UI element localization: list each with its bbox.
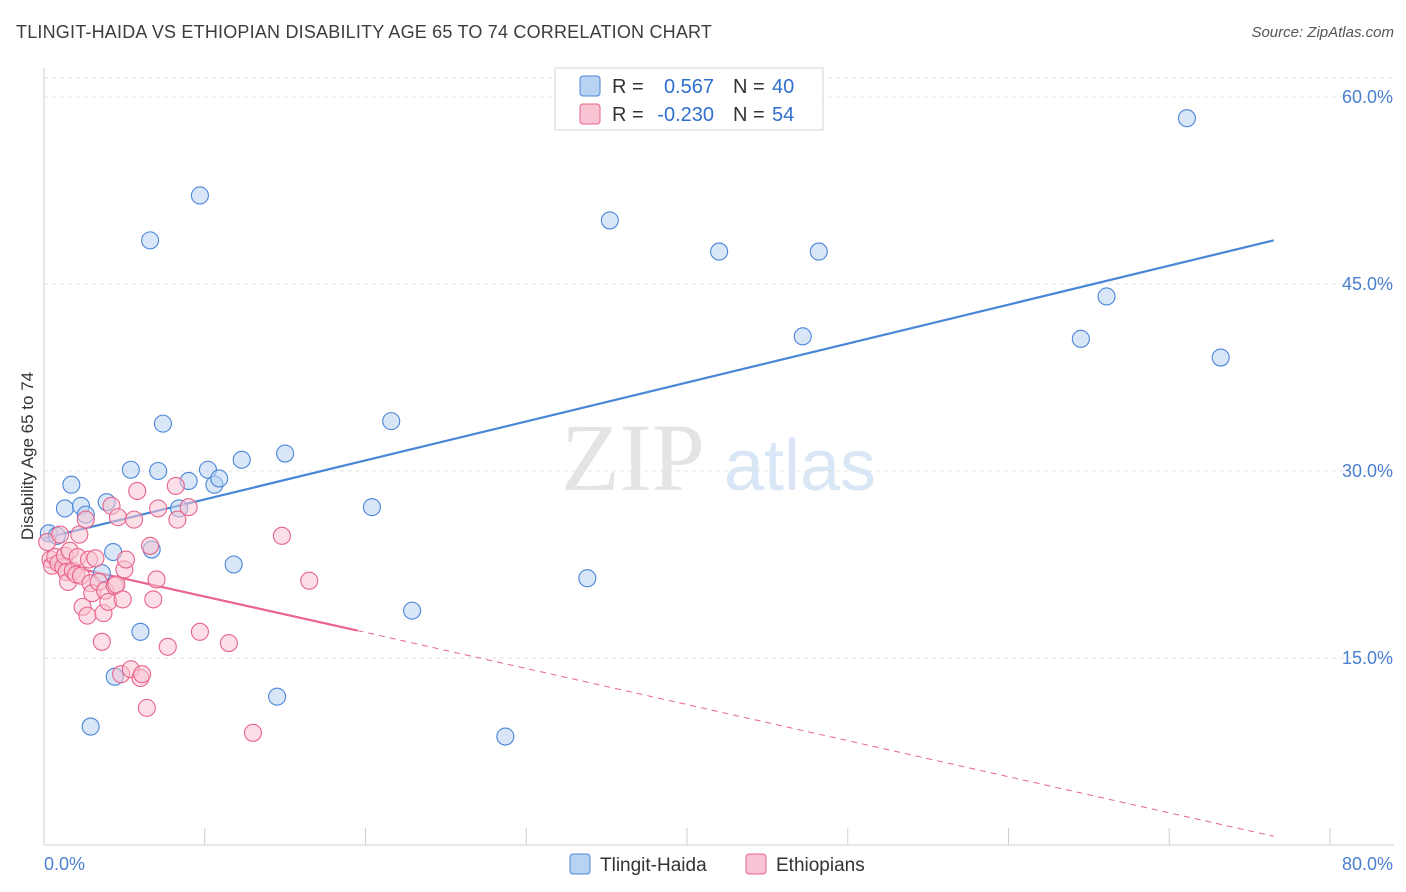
y-tick-label-60: 60.0% [1342, 87, 1393, 107]
source-credit: Source: ZipAtlas.com [1251, 24, 1394, 41]
data-point-s0-24 [268, 687, 287, 706]
data-point-s1-51 [219, 633, 238, 653]
y-tick-label-15: 15.0% [1342, 648, 1393, 668]
data-point-s1-47 [166, 476, 185, 496]
data-point-s0-15 [149, 461, 168, 481]
legend-swatch-tlingit-haida [569, 853, 591, 875]
stats-legend-swatch-pink [579, 103, 601, 125]
stats-r-label-2: R = [612, 104, 644, 126]
data-point-s0-35 [1071, 329, 1090, 348]
data-point-s0-2 [55, 499, 74, 518]
data-point-s1-22 [86, 549, 105, 568]
chart-title: TLINGIT-HAIDA VS ETHIOPIAN DISABILITY AG… [16, 22, 713, 42]
data-point-s1-45 [149, 499, 168, 518]
data-point-s1-14 [70, 525, 89, 544]
x-axis-ticks [204, 828, 1331, 845]
data-point-s1-40 [133, 665, 152, 684]
data-point-s1-44 [147, 570, 166, 589]
data-point-s0-33 [793, 327, 812, 346]
bottom-legend: Tlingit-Haida Ethiopians [569, 853, 865, 876]
data-point-s1-33 [113, 590, 132, 609]
stats-legend: R = 0.567 N = 40 R = -0.230 N = 54 [554, 67, 824, 131]
data-point-s0-31 [600, 211, 619, 230]
stats-n-label-2: N = [733, 104, 765, 126]
trend-line-extension-1 [357, 630, 1274, 837]
data-point-s0-25 [276, 444, 295, 463]
data-point-s1-18 [78, 606, 97, 625]
data-point-s0-28 [403, 601, 422, 620]
data-point-s0-12 [131, 622, 150, 641]
data-point-s0-30 [578, 569, 597, 588]
data-point-s1-54 [300, 571, 319, 590]
stats-r-label-1: R = [612, 76, 644, 98]
trend-line-0 [43, 239, 1274, 540]
data-point-s0-13 [141, 231, 160, 250]
data-point-s0-6 [81, 717, 100, 736]
data-point-s1-50 [190, 622, 209, 641]
stats-r-value-2: -0.230 [657, 104, 714, 126]
data-point-s0-22 [224, 555, 243, 574]
data-point-s0-16 [153, 414, 173, 433]
data-point-s0-37 [1177, 109, 1196, 128]
stats-n-value-1: 40 [772, 76, 794, 98]
data-point-s0-38 [1211, 348, 1230, 367]
trend-lines [43, 239, 1274, 837]
data-point-s1-31 [108, 508, 127, 527]
data-point-s1-17 [76, 510, 95, 529]
y-axis-tick-labels: 15.0% 30.0% 45.0% 60.0% [1342, 87, 1393, 668]
legend-swatch-ethiopians [745, 853, 767, 875]
data-point-s0-11 [121, 460, 140, 479]
data-point-s1-35 [116, 550, 136, 569]
data-point-s0-29 [496, 727, 515, 746]
stats-n-label-1: N = [733, 76, 765, 98]
legend-label-ethiopians: Ethiopians [776, 855, 865, 876]
data-point-s1-24 [92, 632, 111, 651]
data-point-s1-30 [107, 575, 126, 594]
data-point-s0-18 [190, 186, 209, 205]
data-point-s1-46 [158, 637, 177, 656]
gridlines [44, 77, 1394, 659]
y-tick-label-30: 30.0% [1342, 461, 1393, 481]
data-point-s0-27 [382, 412, 401, 431]
data-point-s0-32 [710, 242, 729, 261]
y-tick-label-45: 45.0% [1342, 274, 1393, 294]
stats-legend-swatch-blue [579, 75, 601, 97]
data-point-s1-5 [51, 525, 70, 544]
data-point-s1-53 [272, 526, 291, 545]
data-point-s0-26 [362, 498, 381, 517]
y-axis-label: Disability Age 65 to 74 [18, 372, 37, 540]
data-point-s1-52 [243, 723, 263, 742]
data-point-s0-23 [232, 450, 251, 469]
data-point-s1-43 [144, 590, 163, 609]
data-point-s0-21 [210, 469, 229, 488]
data-point-s0-34 [809, 242, 828, 261]
x-tick-label-max: 80.0% [1342, 854, 1393, 874]
data-point-s1-42 [141, 536, 160, 555]
series-points [38, 109, 1230, 746]
stats-n-value-2: 54 [772, 104, 794, 126]
stats-r-value-1: 0.567 [664, 76, 714, 98]
data-point-s1-49 [179, 498, 198, 517]
watermark-atlas: atlas [724, 426, 876, 506]
data-point-s1-38 [128, 481, 147, 500]
data-point-s0-36 [1097, 287, 1116, 306]
data-point-s0-3 [62, 475, 81, 494]
data-point-s1-41 [137, 698, 156, 717]
x-tick-label-min: 0.0% [44, 854, 85, 874]
watermark-zip: ZIP [561, 404, 705, 511]
legend-label-tlingit-haida: Tlingit-Haida [600, 855, 707, 876]
data-point-s1-48 [168, 510, 187, 529]
data-point-s1-37 [124, 510, 144, 529]
